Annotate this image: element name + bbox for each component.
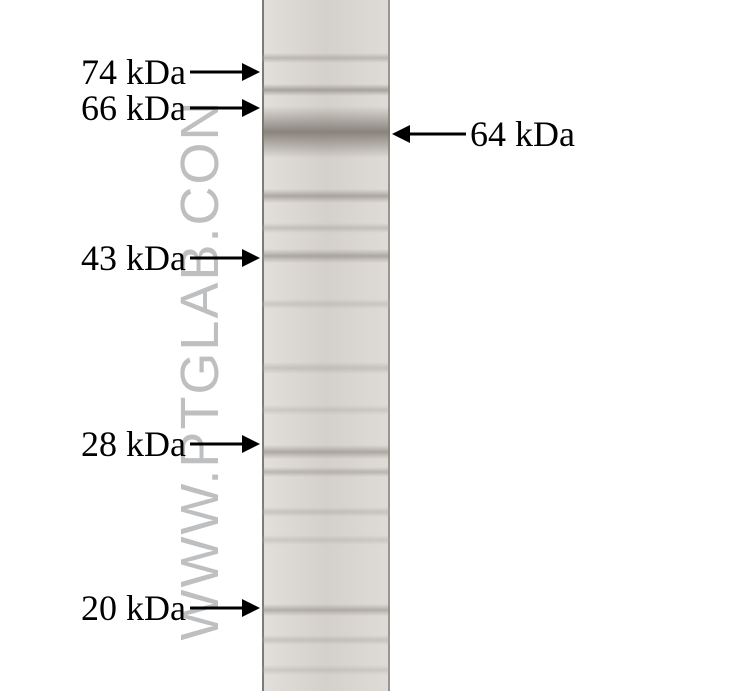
lane-border-left: [262, 0, 264, 691]
gel-band: [262, 299, 390, 309]
gel-band: [262, 53, 390, 63]
gel-band: [262, 362, 390, 374]
target-band-label: 64 kDa: [470, 116, 575, 152]
mw-marker-label: 20 kDa: [81, 590, 186, 626]
gel-band: [262, 467, 390, 477]
watermark-text: WWW.PTGLAB.CON: [169, 100, 231, 641]
gel-band: [262, 635, 390, 645]
mw-marker-label: 43 kDa: [81, 240, 186, 276]
gel-band: [262, 507, 390, 517]
gel-band: [262, 665, 390, 675]
gel-band: [262, 445, 390, 459]
gel-band: [262, 535, 390, 545]
gel-band: [262, 405, 390, 415]
lane-border-right: [388, 0, 390, 691]
gel-band: [262, 106, 390, 158]
gel-band: [262, 223, 390, 233]
gel-lane: [262, 0, 390, 691]
gel-band: [262, 249, 390, 263]
mw-marker-label: 74 kDa: [81, 54, 186, 90]
mw-marker-label: 28 kDa: [81, 426, 186, 462]
gel-band: [262, 189, 390, 203]
gel-band: [262, 604, 390, 616]
gel-band: [262, 84, 390, 96]
mw-marker-label: 66 kDa: [81, 90, 186, 126]
